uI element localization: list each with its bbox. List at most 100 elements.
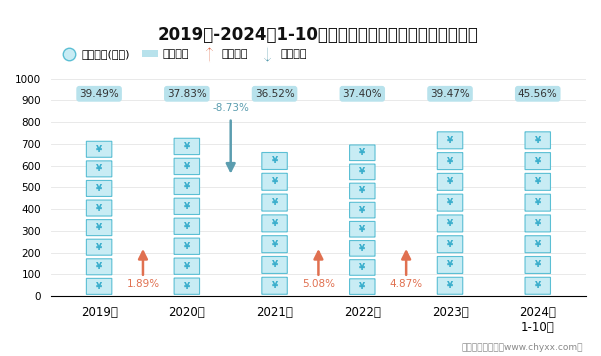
Text: ¥: ¥ xyxy=(184,222,190,231)
FancyBboxPatch shape xyxy=(350,241,375,256)
Text: ¥: ¥ xyxy=(359,187,365,195)
FancyBboxPatch shape xyxy=(350,145,375,161)
Text: ¥: ¥ xyxy=(184,262,190,271)
Text: ¥: ¥ xyxy=(535,157,541,166)
Text: ¥: ¥ xyxy=(447,240,453,249)
Text: ¥: ¥ xyxy=(96,262,102,271)
FancyBboxPatch shape xyxy=(174,178,200,194)
FancyBboxPatch shape xyxy=(174,138,200,155)
Text: ¥: ¥ xyxy=(272,198,278,207)
Text: ¥: ¥ xyxy=(359,206,365,215)
FancyBboxPatch shape xyxy=(262,173,287,190)
FancyBboxPatch shape xyxy=(87,220,112,236)
FancyBboxPatch shape xyxy=(525,215,551,232)
Text: 39.47%: 39.47% xyxy=(430,89,470,99)
Text: 39.49%: 39.49% xyxy=(79,89,119,99)
FancyBboxPatch shape xyxy=(174,158,200,174)
FancyBboxPatch shape xyxy=(174,198,200,214)
FancyBboxPatch shape xyxy=(525,277,551,294)
Text: 制图：智研咨询（www.chyxx.com）: 制图：智研咨询（www.chyxx.com） xyxy=(462,344,583,352)
Text: ¥: ¥ xyxy=(359,167,365,176)
FancyBboxPatch shape xyxy=(350,183,375,199)
Text: ¥: ¥ xyxy=(359,225,365,234)
Text: ¥: ¥ xyxy=(272,281,278,290)
FancyBboxPatch shape xyxy=(438,215,463,232)
FancyBboxPatch shape xyxy=(87,239,112,255)
FancyBboxPatch shape xyxy=(350,279,375,294)
Text: 1.89%: 1.89% xyxy=(126,279,159,289)
Text: ¥: ¥ xyxy=(447,136,453,145)
Text: ¥: ¥ xyxy=(96,184,102,193)
Legend: 累计保费(亿元), 寿险占比, 同比增加, 同比减少: 累计保费(亿元), 寿险占比, 同比增加, 同比减少 xyxy=(56,45,311,64)
FancyBboxPatch shape xyxy=(438,277,463,294)
FancyBboxPatch shape xyxy=(438,194,463,211)
Text: ¥: ¥ xyxy=(96,164,102,173)
Text: ¥: ¥ xyxy=(272,177,278,186)
Text: ¥: ¥ xyxy=(184,182,190,191)
FancyBboxPatch shape xyxy=(525,153,551,169)
FancyBboxPatch shape xyxy=(262,215,287,232)
FancyBboxPatch shape xyxy=(438,132,463,149)
FancyBboxPatch shape xyxy=(174,238,200,255)
Text: ¥: ¥ xyxy=(359,282,365,291)
FancyBboxPatch shape xyxy=(525,173,551,190)
FancyBboxPatch shape xyxy=(525,132,551,149)
Text: ¥: ¥ xyxy=(535,261,541,269)
FancyBboxPatch shape xyxy=(525,236,551,253)
Text: 36.52%: 36.52% xyxy=(255,89,294,99)
Text: ¥: ¥ xyxy=(447,157,453,166)
Text: ¥: ¥ xyxy=(272,219,278,228)
Text: ¥: ¥ xyxy=(535,219,541,228)
FancyBboxPatch shape xyxy=(350,260,375,275)
FancyBboxPatch shape xyxy=(87,259,112,275)
Text: ¥: ¥ xyxy=(447,177,453,187)
Text: ¥: ¥ xyxy=(447,219,453,228)
FancyBboxPatch shape xyxy=(438,153,463,169)
Text: ¥: ¥ xyxy=(96,243,102,252)
Text: ¥: ¥ xyxy=(447,261,453,269)
Text: ¥: ¥ xyxy=(447,281,453,290)
Text: ¥: ¥ xyxy=(535,281,541,290)
Text: ¥: ¥ xyxy=(184,162,190,171)
Text: ¥: ¥ xyxy=(359,148,365,157)
Text: 37.83%: 37.83% xyxy=(167,89,207,99)
FancyBboxPatch shape xyxy=(525,194,551,211)
FancyBboxPatch shape xyxy=(87,278,112,294)
Title: 2019年-2024年1-10月云南省累计原保险保费收入统计图: 2019年-2024年1-10月云南省累计原保险保费收入统计图 xyxy=(158,26,479,44)
Text: ¥: ¥ xyxy=(272,240,278,249)
FancyBboxPatch shape xyxy=(438,257,463,273)
FancyBboxPatch shape xyxy=(262,256,287,273)
Text: ¥: ¥ xyxy=(184,242,190,251)
Text: ¥: ¥ xyxy=(359,263,365,272)
Text: ¥: ¥ xyxy=(535,198,541,207)
Text: ¥: ¥ xyxy=(447,198,453,207)
Text: ¥: ¥ xyxy=(184,202,190,211)
FancyBboxPatch shape xyxy=(438,236,463,253)
Text: 5.08%: 5.08% xyxy=(302,279,335,289)
FancyBboxPatch shape xyxy=(262,152,287,169)
Text: ¥: ¥ xyxy=(184,282,190,291)
FancyBboxPatch shape xyxy=(87,161,112,177)
Text: ¥: ¥ xyxy=(535,240,541,249)
FancyBboxPatch shape xyxy=(87,180,112,197)
Text: ¥: ¥ xyxy=(535,177,541,187)
FancyBboxPatch shape xyxy=(350,164,375,180)
FancyBboxPatch shape xyxy=(87,141,112,157)
Text: 45.56%: 45.56% xyxy=(518,89,558,99)
Text: 37.40%: 37.40% xyxy=(343,89,382,99)
FancyBboxPatch shape xyxy=(174,218,200,235)
Text: ¥: ¥ xyxy=(272,261,278,269)
FancyBboxPatch shape xyxy=(262,236,287,253)
FancyBboxPatch shape xyxy=(262,194,287,211)
Text: ¥: ¥ xyxy=(272,157,278,166)
Text: ¥: ¥ xyxy=(96,282,102,291)
FancyBboxPatch shape xyxy=(174,258,200,274)
FancyBboxPatch shape xyxy=(438,173,463,190)
FancyBboxPatch shape xyxy=(174,278,200,294)
Text: 4.87%: 4.87% xyxy=(389,279,423,289)
Text: ¥: ¥ xyxy=(96,223,102,232)
FancyBboxPatch shape xyxy=(262,277,287,294)
Text: -8.73%: -8.73% xyxy=(212,103,249,113)
Text: ¥: ¥ xyxy=(184,142,190,151)
FancyBboxPatch shape xyxy=(87,200,112,216)
